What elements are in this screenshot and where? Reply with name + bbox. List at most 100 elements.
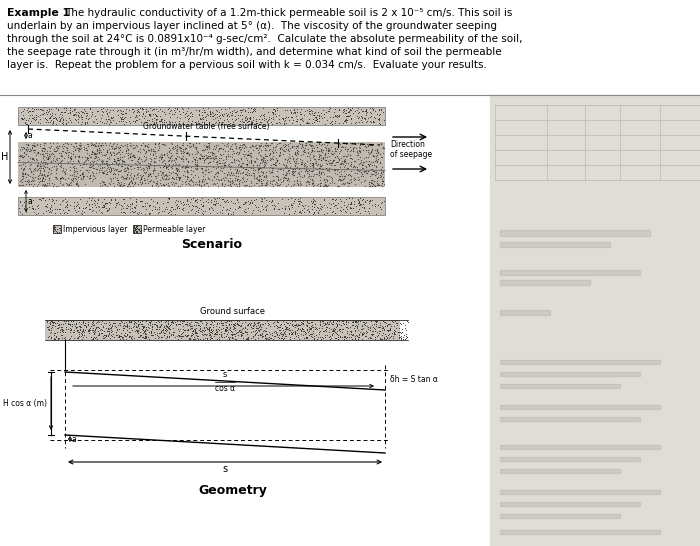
Point bbox=[334, 331, 345, 340]
Point bbox=[145, 175, 156, 184]
Point bbox=[90, 324, 101, 333]
Point bbox=[163, 328, 174, 337]
Point bbox=[289, 148, 300, 157]
Point bbox=[132, 180, 144, 188]
Point bbox=[270, 332, 281, 341]
Point bbox=[105, 175, 116, 183]
Point bbox=[76, 335, 87, 343]
Point bbox=[158, 150, 169, 159]
Point bbox=[80, 322, 92, 330]
Point bbox=[94, 146, 105, 155]
Point bbox=[64, 320, 76, 329]
Point bbox=[69, 325, 80, 334]
Point bbox=[384, 329, 395, 338]
Point bbox=[211, 157, 223, 166]
Point bbox=[90, 142, 101, 151]
Point bbox=[190, 155, 201, 164]
Bar bbox=[500, 469, 620, 473]
Point bbox=[264, 154, 275, 163]
Point bbox=[211, 159, 223, 168]
Point bbox=[294, 179, 305, 187]
Point bbox=[141, 331, 152, 340]
Point bbox=[187, 167, 198, 175]
Point bbox=[374, 149, 386, 158]
Point bbox=[345, 330, 356, 339]
Point bbox=[347, 144, 358, 152]
Point bbox=[85, 104, 96, 112]
Point bbox=[140, 316, 151, 325]
Point bbox=[248, 116, 259, 124]
Point bbox=[152, 324, 163, 333]
Point bbox=[171, 165, 182, 174]
Point bbox=[370, 156, 382, 164]
Point bbox=[130, 197, 141, 206]
Point bbox=[149, 143, 160, 152]
Point bbox=[84, 204, 95, 213]
Point bbox=[158, 325, 169, 334]
Bar bbox=[500, 405, 660, 409]
Point bbox=[54, 328, 65, 337]
Point bbox=[54, 223, 65, 232]
Point bbox=[174, 159, 185, 168]
Point bbox=[98, 322, 109, 330]
Point bbox=[193, 175, 204, 184]
Point bbox=[97, 156, 108, 165]
Point bbox=[60, 198, 71, 206]
Point bbox=[160, 163, 172, 172]
Point bbox=[111, 328, 122, 337]
Point bbox=[356, 158, 367, 167]
Point bbox=[244, 182, 255, 191]
Point bbox=[108, 165, 119, 174]
Point bbox=[29, 116, 41, 125]
Point bbox=[236, 332, 247, 341]
Point bbox=[110, 118, 121, 127]
Point bbox=[158, 117, 169, 126]
Point bbox=[60, 106, 71, 115]
Point bbox=[331, 321, 342, 329]
Point bbox=[369, 167, 380, 176]
Point bbox=[234, 203, 246, 212]
Point bbox=[352, 163, 363, 171]
Point bbox=[113, 159, 125, 168]
Point bbox=[276, 144, 287, 153]
Point bbox=[62, 200, 73, 209]
Point bbox=[325, 158, 336, 167]
Point bbox=[264, 334, 275, 343]
Point bbox=[113, 181, 125, 190]
Point bbox=[48, 223, 60, 232]
Point bbox=[277, 150, 288, 158]
Point bbox=[43, 153, 54, 162]
Point bbox=[30, 115, 41, 123]
Point bbox=[282, 325, 293, 334]
Point bbox=[17, 170, 28, 179]
Point bbox=[190, 329, 201, 338]
Point bbox=[258, 319, 269, 328]
Point bbox=[169, 110, 180, 118]
Point bbox=[64, 171, 76, 180]
Point bbox=[162, 153, 173, 162]
Point bbox=[363, 178, 374, 187]
Point bbox=[258, 163, 269, 171]
Point bbox=[74, 330, 85, 339]
Point bbox=[49, 114, 60, 122]
Point bbox=[49, 113, 60, 122]
Point bbox=[109, 169, 120, 178]
Point bbox=[168, 105, 179, 114]
Point bbox=[174, 117, 185, 126]
Point bbox=[57, 119, 68, 128]
Point bbox=[130, 206, 141, 215]
Point bbox=[179, 164, 190, 173]
Point bbox=[55, 157, 66, 165]
Point bbox=[130, 153, 141, 162]
Point bbox=[102, 169, 113, 178]
Point bbox=[386, 331, 397, 340]
Point bbox=[228, 334, 239, 342]
Point bbox=[190, 158, 201, 167]
Point bbox=[332, 321, 343, 329]
Point bbox=[365, 176, 376, 185]
Point bbox=[318, 195, 330, 204]
Point bbox=[60, 195, 71, 204]
Point bbox=[153, 318, 164, 327]
Point bbox=[302, 205, 314, 213]
Point bbox=[57, 331, 68, 340]
